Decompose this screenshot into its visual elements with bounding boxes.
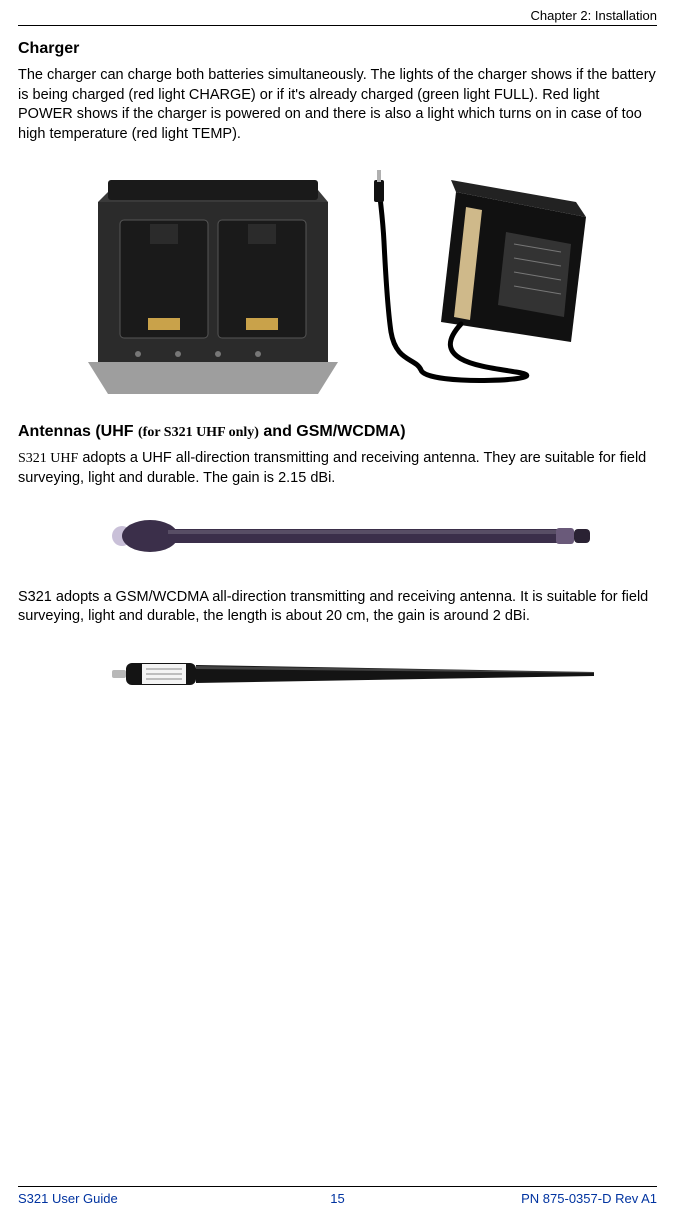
antennas-body1-model: S321 UHF — [18, 451, 78, 466]
power-adapter-image — [366, 162, 604, 397]
antennas-body1: S321 UHF adopts a UHF all-direction tran… — [18, 449, 657, 488]
charger-body: The charger can charge both batteries si… — [18, 66, 657, 144]
uhf-antenna-image — [108, 513, 598, 564]
chapter-header: Chapter 2: Installation — [18, 0, 657, 26]
antennas-title-note: (for S321 UHF only) — [138, 425, 259, 440]
charger-cradle-image — [78, 162, 348, 405]
antennas-body2: S321 adopts a GSM/WCDMA all-direction tr… — [18, 588, 657, 627]
antennas-body1-rest: adopts a UHF all-direction transmitting … — [18, 450, 646, 486]
charger-image-row — [78, 162, 657, 405]
gsm-antenna-wrap — [108, 651, 657, 702]
antennas-title: Antennas (UHF (for S321 UHF only) and GS… — [18, 423, 657, 441]
footer-right: PN 875-0357-D Rev A1 — [521, 1191, 657, 1206]
gsm-antenna-image — [108, 651, 598, 702]
charger-title: Charger — [18, 40, 657, 58]
uhf-antenna-wrap — [108, 513, 657, 564]
page-footer: S321 User Guide 15 PN 875-0357-D Rev A1 — [18, 1186, 657, 1206]
antennas-title-post: and GSM/WCDMA) — [259, 423, 406, 440]
antennas-title-pre: Antennas (UHF — [18, 423, 138, 440]
